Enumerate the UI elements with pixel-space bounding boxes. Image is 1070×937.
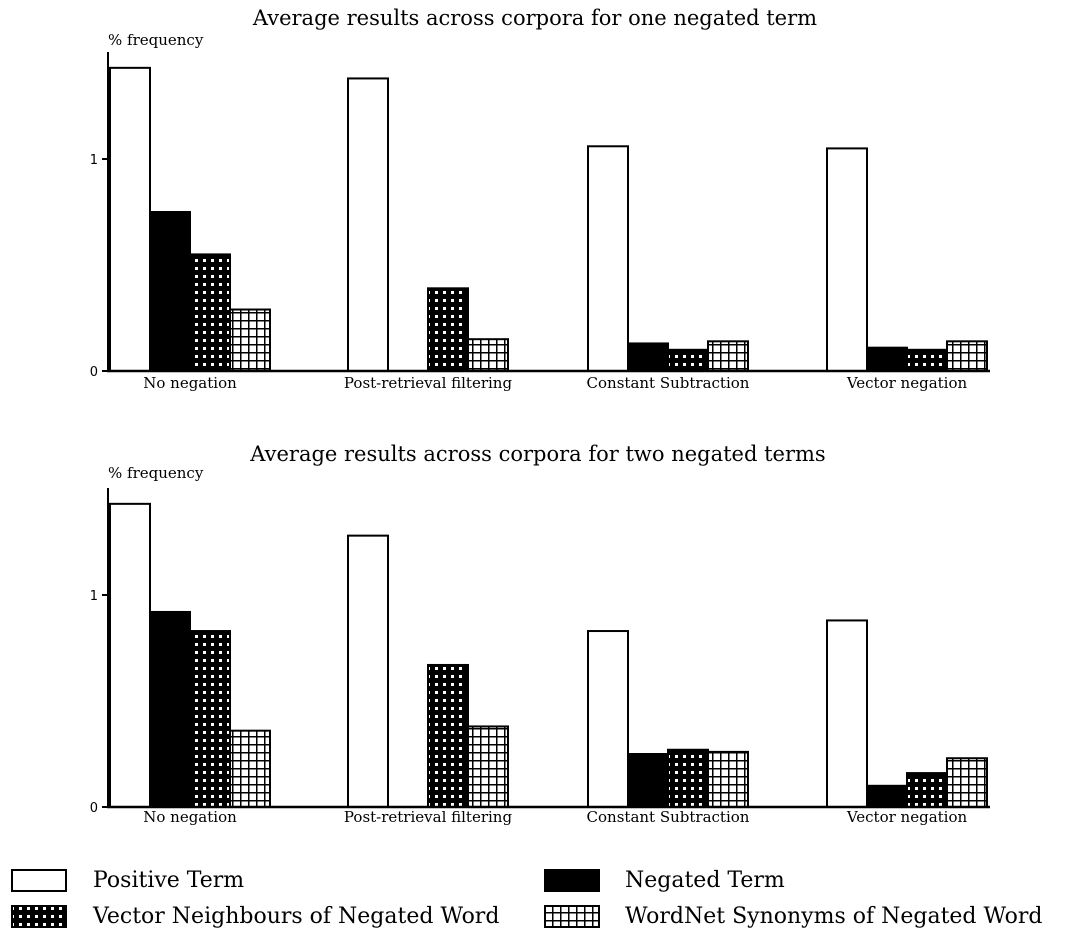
chart-title: Average results across corpora for one n… — [252, 6, 817, 30]
legend-label: WordNet Synonyms of Negated Word — [625, 904, 1042, 929]
bar-vector-neighbours-of-negated-word-4 — [906, 348, 948, 372]
y-tick-label: 1 — [90, 153, 98, 168]
bar-negated-term-3 — [627, 342, 669, 373]
legend: Positive Term Negated Term Vector Neighbou… — [11, 868, 1042, 929]
bar-wordnet-synonyms-of-negated-word-4 — [946, 340, 988, 373]
category-label: Post-retrieval filtering — [344, 374, 513, 392]
bar-wordnet-synonyms-of-negated-word-2 — [467, 725, 509, 808]
y-tick-label: 0 — [90, 365, 98, 380]
bar-negated-term-4 — [866, 784, 908, 808]
legend-item-wordnet-synonyms-of-negated-word: WordNet Synonyms of Negated Word — [544, 904, 1042, 929]
category-label: Constant Subtraction — [587, 374, 750, 392]
legend-swatch — [544, 869, 600, 892]
bar-positive-term-4 — [826, 147, 868, 372]
bar-vector-neighbours-of-negated-word-3 — [667, 348, 709, 372]
bar-negated-term-3 — [627, 753, 669, 808]
bar-positive-term-2 — [347, 77, 389, 372]
category-label: Post-retrieval filtering — [344, 808, 513, 826]
bar-negated-term-1 — [149, 211, 191, 372]
y-tick-label: 1 — [90, 589, 98, 604]
bar-wordnet-synonyms-of-negated-word-3 — [707, 750, 749, 809]
legend-swatch — [11, 869, 67, 892]
bar-vector-neighbours-of-negated-word-2 — [427, 287, 469, 373]
legend-label: Negated Term — [625, 868, 785, 893]
charts-layer: Average results across corpora for one n… — [90, 6, 990, 826]
bar-wordnet-synonyms-of-negated-word-1 — [229, 729, 271, 808]
bar-positive-term-4 — [826, 619, 868, 808]
category-label: Constant Subtraction — [587, 808, 750, 826]
chart-title: Average results across corpora for two n… — [249, 442, 825, 466]
category-label: Vector negation — [846, 808, 968, 826]
category-label: No negation — [143, 374, 237, 392]
bar-vector-neighbours-of-negated-word-2 — [427, 663, 469, 809]
category-label: Vector negation — [846, 374, 968, 392]
bar-positive-term-3 — [587, 630, 629, 808]
chart-2: Average results across corpora for two n… — [90, 442, 990, 826]
bar-wordnet-synonyms-of-negated-word-2 — [467, 338, 509, 373]
bar-negated-term-1 — [149, 610, 191, 809]
bar-vector-neighbours-of-negated-word-1 — [189, 630, 231, 808]
bar-vector-neighbours-of-negated-word-4 — [906, 772, 948, 809]
bar-vector-neighbours-of-negated-word-1 — [189, 253, 231, 372]
bar-wordnet-synonyms-of-negated-word-4 — [946, 757, 988, 808]
y-axis-label: % frequency — [108, 31, 204, 49]
legend-swatch — [544, 905, 600, 928]
bar-positive-term-3 — [587, 145, 629, 372]
legend-item-vector-neighbours-of-negated-word: Vector Neighbours of Negated Word — [11, 904, 499, 929]
bar-wordnet-synonyms-of-negated-word-1 — [229, 308, 271, 372]
category-label: No negation — [143, 808, 237, 826]
bar-wordnet-synonyms-of-negated-word-3 — [707, 340, 749, 373]
legend-item-positive-term: Positive Term — [11, 868, 244, 893]
bar-positive-term-1 — [109, 502, 151, 808]
chart-1: Average results across corpora for one n… — [90, 6, 990, 392]
legend-label: Positive Term — [93, 868, 244, 893]
bar-negated-term-4 — [866, 346, 908, 372]
y-tick-label: 0 — [90, 801, 98, 816]
bar-vector-neighbours-of-negated-word-3 — [667, 748, 709, 809]
legend-item-negated-term: Negated Term — [544, 868, 785, 893]
bar-positive-term-2 — [347, 534, 389, 808]
legend-swatch — [11, 905, 67, 928]
bar-positive-term-1 — [109, 66, 151, 372]
y-axis-label: % frequency — [108, 464, 204, 482]
legend-label: Vector Neighbours of Negated Word — [92, 904, 499, 929]
